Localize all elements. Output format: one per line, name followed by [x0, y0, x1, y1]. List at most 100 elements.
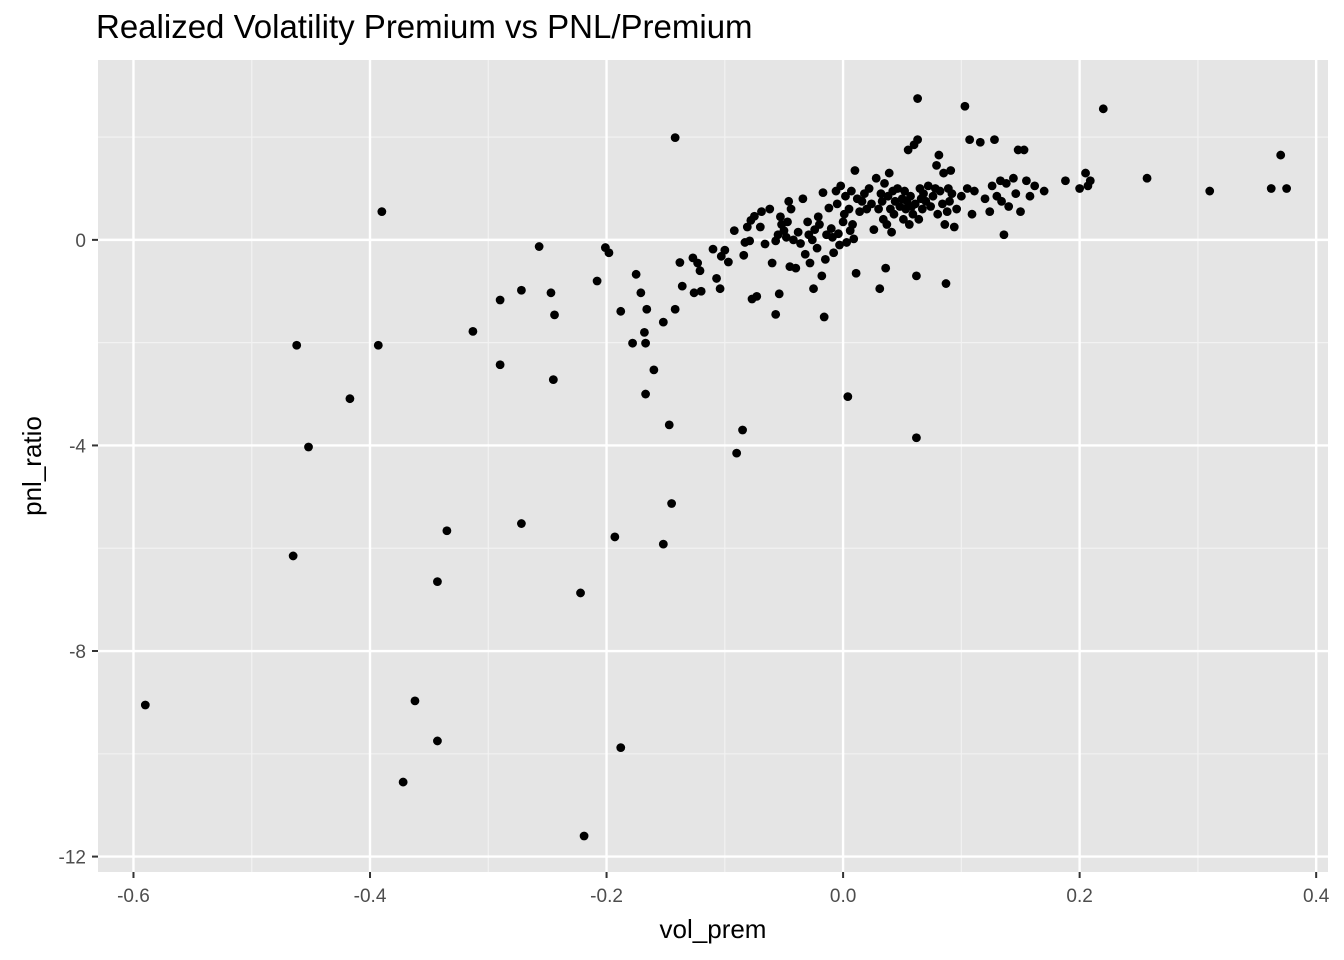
data-point — [864, 184, 874, 193]
data-point — [1282, 184, 1292, 193]
data-point — [904, 220, 914, 229]
data-point — [1075, 184, 1085, 193]
data-point — [999, 230, 1009, 240]
data-point — [846, 186, 856, 196]
data-point — [935, 186, 945, 196]
data-point — [695, 266, 705, 276]
data-point — [889, 209, 899, 219]
data-point — [881, 263, 891, 273]
data-point — [760, 239, 770, 249]
data-point — [708, 244, 718, 254]
y-tick-label: -4 — [69, 436, 86, 457]
data-point — [696, 286, 706, 296]
data-point — [1022, 176, 1031, 186]
chart-title: Realized Volatility Premium vs PNL/Premi… — [96, 8, 753, 45]
data-point — [938, 199, 947, 209]
data-point — [876, 189, 886, 199]
data-point — [288, 551, 298, 561]
data-point — [398, 777, 408, 787]
data-point — [877, 196, 887, 206]
x-tick-label: 0.0 — [830, 886, 856, 907]
y-axis-title: pnl_ratio — [17, 416, 47, 516]
data-point — [345, 394, 355, 404]
data-point — [940, 220, 950, 229]
data-point — [932, 160, 941, 170]
data-point — [919, 189, 928, 199]
data-point — [796, 239, 805, 248]
x-tick-label: 0.2 — [1066, 886, 1092, 907]
data-point — [749, 211, 759, 221]
data-point — [793, 227, 803, 237]
data-point — [843, 392, 853, 402]
data-point — [965, 135, 975, 145]
data-point — [835, 240, 844, 250]
data-point — [628, 338, 637, 348]
data-point — [967, 209, 977, 219]
data-point — [631, 269, 641, 279]
data-point — [640, 327, 649, 337]
data-point — [670, 133, 680, 143]
data-point — [304, 442, 313, 452]
data-point — [786, 204, 796, 214]
data-point — [913, 94, 923, 103]
data-point — [723, 257, 733, 267]
data-point — [798, 194, 808, 204]
data-point — [910, 199, 920, 209]
data-point — [934, 150, 944, 160]
data-point — [826, 224, 836, 233]
data-point — [875, 284, 885, 294]
data-point — [377, 207, 387, 217]
data-point — [871, 173, 881, 183]
data-point — [667, 499, 677, 508]
data-point — [923, 181, 933, 191]
data-point — [636, 288, 646, 298]
data-point — [987, 181, 997, 191]
data-point — [783, 217, 792, 227]
data-point — [517, 285, 526, 295]
data-point — [962, 184, 972, 193]
data-point — [807, 235, 817, 245]
data-point — [926, 202, 936, 211]
data-point — [1081, 168, 1090, 178]
data-point — [495, 295, 505, 305]
data-point — [997, 196, 1006, 206]
data-point — [912, 433, 921, 443]
data-point — [956, 191, 966, 201]
data-point — [908, 209, 918, 219]
data-point — [755, 222, 765, 232]
data-point — [805, 258, 815, 268]
x-axis: -0.6 -0.4 -0.2 0.0 0.2 0.4 — [117, 872, 1330, 907]
data-point — [946, 166, 956, 175]
data-point — [604, 248, 614, 258]
data-point — [373, 340, 383, 350]
data-point — [742, 222, 752, 232]
data-point — [809, 284, 818, 294]
data-point — [433, 736, 442, 746]
data-point — [819, 312, 829, 322]
data-point — [949, 222, 959, 232]
data-point — [1205, 186, 1215, 196]
data-point — [933, 209, 943, 219]
data-point — [610, 532, 620, 542]
data-point — [1098, 104, 1108, 114]
data-point — [842, 238, 852, 247]
data-point — [1085, 176, 1095, 186]
data-point — [818, 188, 828, 197]
data-point — [1266, 184, 1276, 193]
data-point — [980, 194, 990, 204]
data-point — [548, 375, 558, 385]
data-point — [985, 207, 995, 217]
data-point — [642, 304, 652, 314]
data-point — [616, 306, 626, 316]
data-point — [812, 243, 822, 253]
data-point — [1001, 178, 1011, 188]
data-point — [928, 191, 938, 201]
data-point — [917, 204, 927, 214]
data-point — [1142, 173, 1152, 183]
data-point — [1016, 207, 1025, 217]
data-point — [1061, 176, 1070, 186]
data-point — [1039, 186, 1049, 196]
data-point — [882, 220, 892, 229]
data-point — [765, 204, 775, 214]
